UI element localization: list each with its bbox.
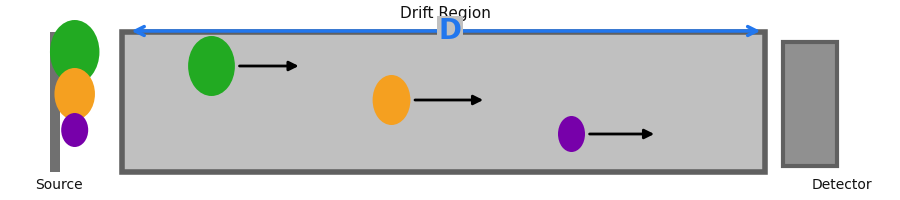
Text: D: D <box>438 17 462 45</box>
Bar <box>122 32 765 172</box>
Bar <box>50 32 60 172</box>
Bar <box>783 42 837 166</box>
Ellipse shape <box>55 68 95 120</box>
Ellipse shape <box>373 75 410 125</box>
Text: Detector: Detector <box>811 178 872 192</box>
Text: Source: Source <box>35 178 82 192</box>
Ellipse shape <box>558 116 585 152</box>
Text: Drift Region: Drift Region <box>400 6 490 21</box>
Ellipse shape <box>61 113 88 147</box>
Ellipse shape <box>50 20 99 84</box>
Ellipse shape <box>188 36 235 96</box>
